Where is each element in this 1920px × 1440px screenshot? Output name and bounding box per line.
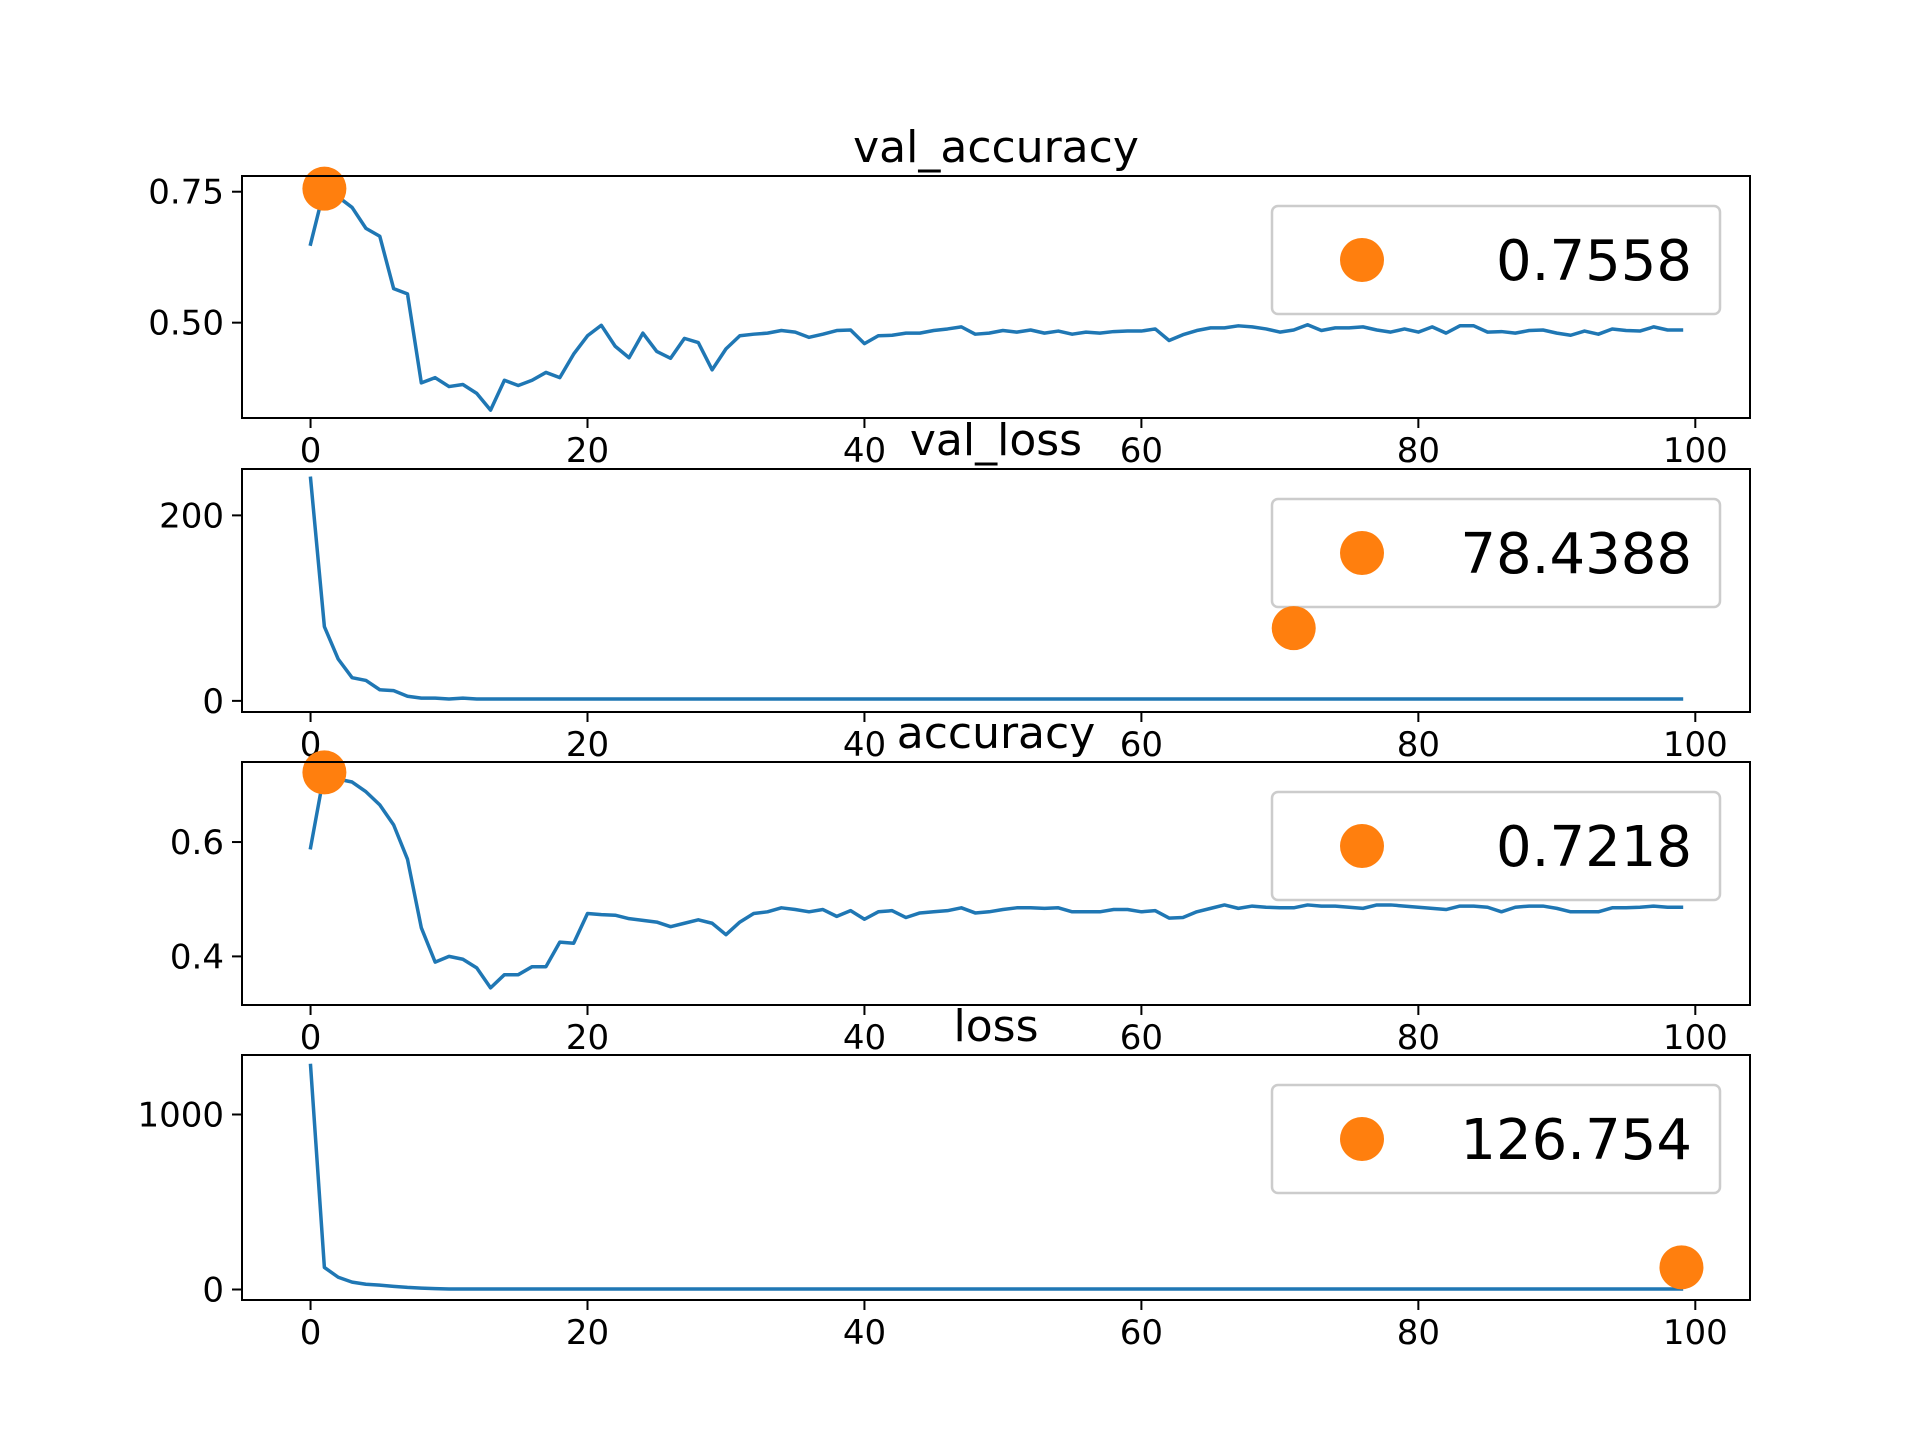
legend-marker [1340,1117,1384,1161]
y-tick-label: 200 [159,496,224,536]
subplot-title: val_accuracy [853,122,1139,173]
legend-marker [1340,238,1384,282]
subplot-title: accuracy [897,708,1096,759]
x-tick-label: 100 [1663,1313,1728,1353]
subplot-val-accuracy: 0 20 40 60 80 100 0.50 0.75 0.7558 val_accuracy [148,122,1751,471]
axes-frame [241,761,1751,1006]
axes-frame [241,1054,1751,1301]
highlight-marker [302,750,347,795]
legend-marker [1340,824,1384,868]
x-tick-label: 40 [843,1313,886,1353]
x-tick-label: 0 [300,431,322,471]
y-tick-label: 0.4 [170,937,224,977]
series-line [308,186,1684,412]
x-tick-label: 60 [1120,725,1163,765]
legend-box [1270,204,1722,316]
x-tick-label: 20 [566,725,609,765]
y-tick-label: 1000 [137,1096,224,1136]
x-tick-label: 60 [1120,1018,1163,1058]
x-tick-label: 80 [1397,1313,1440,1353]
series-line [308,476,1684,701]
highlight-marker [1659,1245,1704,1290]
legend-marker [1340,531,1384,575]
axes-frame [241,468,1751,713]
x-tick-label: 80 [1397,725,1440,765]
legend-label: 0.7558 [1496,229,1692,294]
y-tick-label: 0 [202,682,224,722]
axes-frame [241,175,1751,419]
x-tick-label: 0 [300,1018,322,1058]
y-tick-label: 0.50 [148,304,224,344]
x-tick-label: 100 [1663,431,1728,471]
subplot-title: loss [954,1001,1039,1052]
subplot-val-loss: 0 20 40 60 80 100 0 200 78.4388 val_loss [159,415,1751,765]
x-tick-label: 40 [843,725,886,765]
x-tick-label: 20 [566,431,609,471]
legend-box [1270,497,1722,609]
x-tick-label: 80 [1397,431,1440,471]
legend-box [1270,790,1722,902]
x-tick-label: 40 [843,431,886,471]
x-tick-label: 60 [1120,1313,1163,1353]
x-tick-label: 100 [1663,1018,1728,1058]
series-line [308,770,1684,990]
subplot-title: val_loss [910,415,1082,466]
x-tick-label: 60 [1120,431,1163,471]
y-tick-label: 0.75 [148,173,224,213]
highlight-marker [1271,606,1316,651]
x-tick-label: 100 [1663,725,1728,765]
x-tick-label: 20 [566,1018,609,1058]
highlight-marker [302,166,347,211]
x-tick-label: 80 [1397,1018,1440,1058]
y-tick-label: 0 [202,1271,224,1311]
x-tick-label: 40 [843,1018,886,1058]
legend-box [1270,1083,1722,1195]
legend-label: 126.754 [1460,1108,1692,1173]
series-line [308,1063,1684,1291]
y-tick-label: 0.6 [170,823,224,863]
subplot-accuracy: 0 20 40 60 80 100 0.4 0.6 0.7218 accuracy [170,708,1751,1058]
legend-label: 0.7218 [1496,815,1692,880]
x-tick-label: 20 [566,1313,609,1353]
legend-label: 78.4388 [1460,522,1692,587]
x-tick-label: 0 [300,1313,322,1353]
